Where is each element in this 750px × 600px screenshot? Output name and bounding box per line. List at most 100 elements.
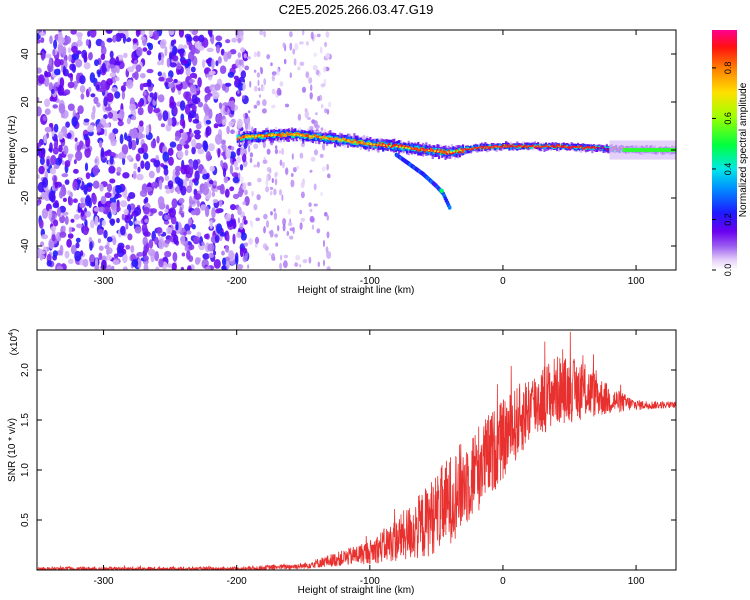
noise-blob bbox=[156, 135, 160, 144]
noise-blob bbox=[144, 218, 149, 223]
noise-blob bbox=[38, 165, 45, 175]
fringe-blob bbox=[247, 264, 250, 269]
branch-hotspot bbox=[439, 188, 444, 193]
noise-blob bbox=[96, 123, 102, 133]
noise-blob bbox=[115, 65, 120, 74]
track-segment bbox=[511, 144, 514, 146]
y-tick-label: 1.5 bbox=[20, 413, 31, 427]
fringe-blob bbox=[310, 31, 314, 40]
noise-blob bbox=[73, 159, 77, 165]
fringe-blob bbox=[290, 179, 295, 188]
noise-blob bbox=[148, 79, 152, 88]
noise-blob bbox=[131, 115, 137, 121]
noise-blob bbox=[121, 144, 129, 155]
noise-blob bbox=[226, 125, 230, 135]
noise-blob bbox=[75, 237, 81, 243]
noise-blob bbox=[222, 257, 227, 266]
noise-blob bbox=[170, 39, 175, 47]
noise-blob bbox=[134, 226, 142, 234]
noise-blob bbox=[42, 148, 46, 155]
track-segment bbox=[505, 144, 508, 146]
track-core bbox=[411, 147, 415, 150]
track-segment bbox=[356, 142, 359, 145]
track-core bbox=[274, 134, 277, 137]
track-segment bbox=[378, 142, 382, 145]
fringe-blob bbox=[309, 215, 315, 223]
fringe-blob bbox=[324, 212, 328, 217]
fringe-blob bbox=[237, 52, 242, 58]
track-tail bbox=[622, 148, 676, 152]
noise-blob bbox=[114, 91, 121, 99]
noise-blob bbox=[173, 106, 178, 116]
track-core bbox=[258, 135, 261, 137]
noise-blob bbox=[106, 37, 113, 43]
noise-blob bbox=[191, 104, 197, 111]
noise-blob bbox=[117, 120, 124, 127]
noise-blob bbox=[67, 103, 75, 111]
track-segment bbox=[283, 134, 286, 137]
noise-blob bbox=[52, 250, 58, 257]
noise-blob bbox=[162, 110, 169, 122]
fringe-blob bbox=[263, 213, 268, 220]
track-core bbox=[443, 151, 446, 153]
fringe-blob bbox=[315, 112, 318, 116]
fringe-blob bbox=[286, 230, 290, 237]
track-segment bbox=[449, 152, 452, 155]
noise-blob bbox=[153, 108, 161, 114]
x-tick-label: -200 bbox=[227, 276, 247, 287]
noise-blob bbox=[215, 113, 223, 125]
track-segment bbox=[423, 145, 426, 153]
track-core bbox=[475, 146, 478, 149]
track-segment bbox=[529, 146, 532, 149]
fringe-blob bbox=[241, 63, 245, 68]
track-segment bbox=[422, 148, 425, 154]
noise-blob bbox=[173, 78, 178, 84]
noise-blob bbox=[122, 34, 126, 44]
track-core bbox=[321, 136, 325, 139]
noise-blob bbox=[186, 230, 192, 235]
noise-blob bbox=[243, 242, 249, 247]
fringe-blob bbox=[247, 182, 252, 186]
noise-blob bbox=[197, 148, 205, 155]
noise-blob bbox=[172, 251, 178, 262]
track-core bbox=[315, 135, 319, 138]
fringe-blob bbox=[255, 217, 260, 222]
top-x-ticks: -300 -200 -100 0 100 bbox=[94, 30, 645, 287]
track-core bbox=[552, 145, 555, 148]
noise-blob bbox=[213, 123, 219, 129]
noise-blob bbox=[229, 49, 237, 55]
noise-blob bbox=[43, 134, 47, 144]
noise-blob bbox=[37, 201, 40, 206]
noise-blob bbox=[98, 252, 103, 261]
noise-blob bbox=[109, 178, 116, 184]
noise-blob bbox=[166, 226, 173, 235]
track-segment bbox=[438, 148, 441, 153]
fringe-blob bbox=[280, 254, 283, 261]
y-tick-label: 40 bbox=[20, 48, 31, 60]
noise-blob bbox=[59, 77, 65, 88]
track-core bbox=[334, 138, 338, 141]
noise-blob bbox=[110, 202, 117, 209]
noise-blob bbox=[232, 176, 240, 184]
fringe-blob bbox=[271, 178, 274, 183]
noise-blob bbox=[192, 98, 198, 105]
fringe-blob bbox=[237, 263, 243, 270]
noise-blob bbox=[168, 207, 176, 218]
noise-blob bbox=[243, 215, 247, 221]
fringe-blob bbox=[295, 254, 301, 261]
fringe-blob bbox=[256, 72, 261, 78]
track-segment bbox=[591, 146, 594, 148]
fringe-blob bbox=[281, 194, 284, 201]
fringe-blob bbox=[253, 164, 258, 168]
spectrogram-marks bbox=[37, 30, 676, 270]
fringe-blob bbox=[253, 143, 259, 149]
fringe-blob bbox=[256, 100, 261, 106]
noise-blob bbox=[164, 239, 171, 244]
noise-blob bbox=[90, 93, 96, 98]
fringe-blob bbox=[306, 41, 309, 46]
noise-blob bbox=[84, 219, 88, 227]
noise-blob bbox=[214, 83, 221, 91]
noise-blob bbox=[80, 197, 84, 203]
multiplier-close: ) bbox=[9, 329, 20, 332]
noise-blob bbox=[70, 244, 77, 255]
